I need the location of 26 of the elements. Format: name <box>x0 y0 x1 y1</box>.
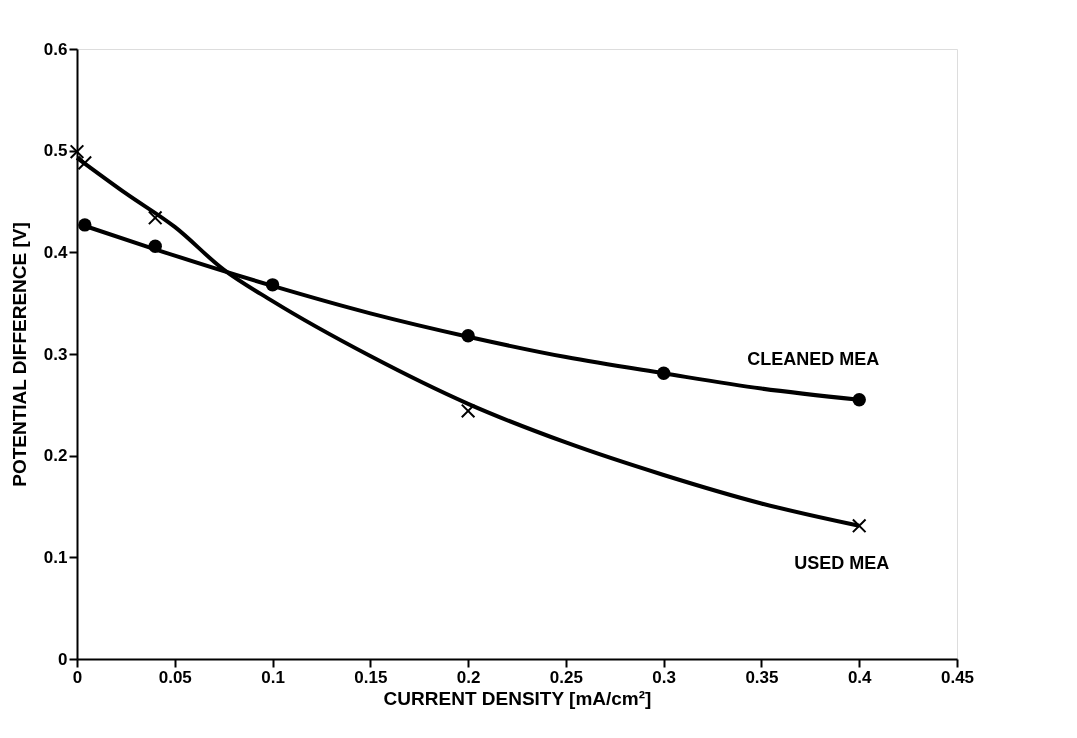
series-label: CLEANED MEA <box>747 348 880 369</box>
x-tick-label: 0 <box>72 667 83 687</box>
y-tick-label: 0.4 <box>43 242 69 262</box>
y-tick-label: 0.6 <box>43 39 68 59</box>
point <box>147 210 163 226</box>
x-axis-title: CURRENT DENSITY [mA/cm²] <box>383 687 652 709</box>
x-tick-label: 0.35 <box>745 667 779 687</box>
point <box>851 518 867 534</box>
point <box>460 403 476 419</box>
x-tick-label: 0.2 <box>456 667 481 687</box>
point <box>77 155 93 171</box>
x-tick-label: 0.4 <box>847 667 873 687</box>
y-tick-label: 0.2 <box>43 446 68 466</box>
x-tick-label: 0.3 <box>652 667 676 687</box>
y-tick-label: 0 <box>58 649 68 669</box>
x-tick-label: 0.1 <box>261 667 285 687</box>
y-tick-label: 0.3 <box>43 344 68 364</box>
x-tick-label: 0.15 <box>354 667 388 687</box>
x-tick-label: 0.25 <box>549 667 583 687</box>
x-tick-label: 0.05 <box>158 667 192 687</box>
y-tick-label: 0.5 <box>43 141 68 161</box>
y-axis-title: POTENTIAL DIFFERENCE [V] <box>8 222 30 487</box>
x-tick-label: 0.45 <box>940 667 975 687</box>
series-label: USED MEA <box>794 552 890 573</box>
point <box>69 144 85 160</box>
y-tick-label: 0.1 <box>43 547 68 567</box>
